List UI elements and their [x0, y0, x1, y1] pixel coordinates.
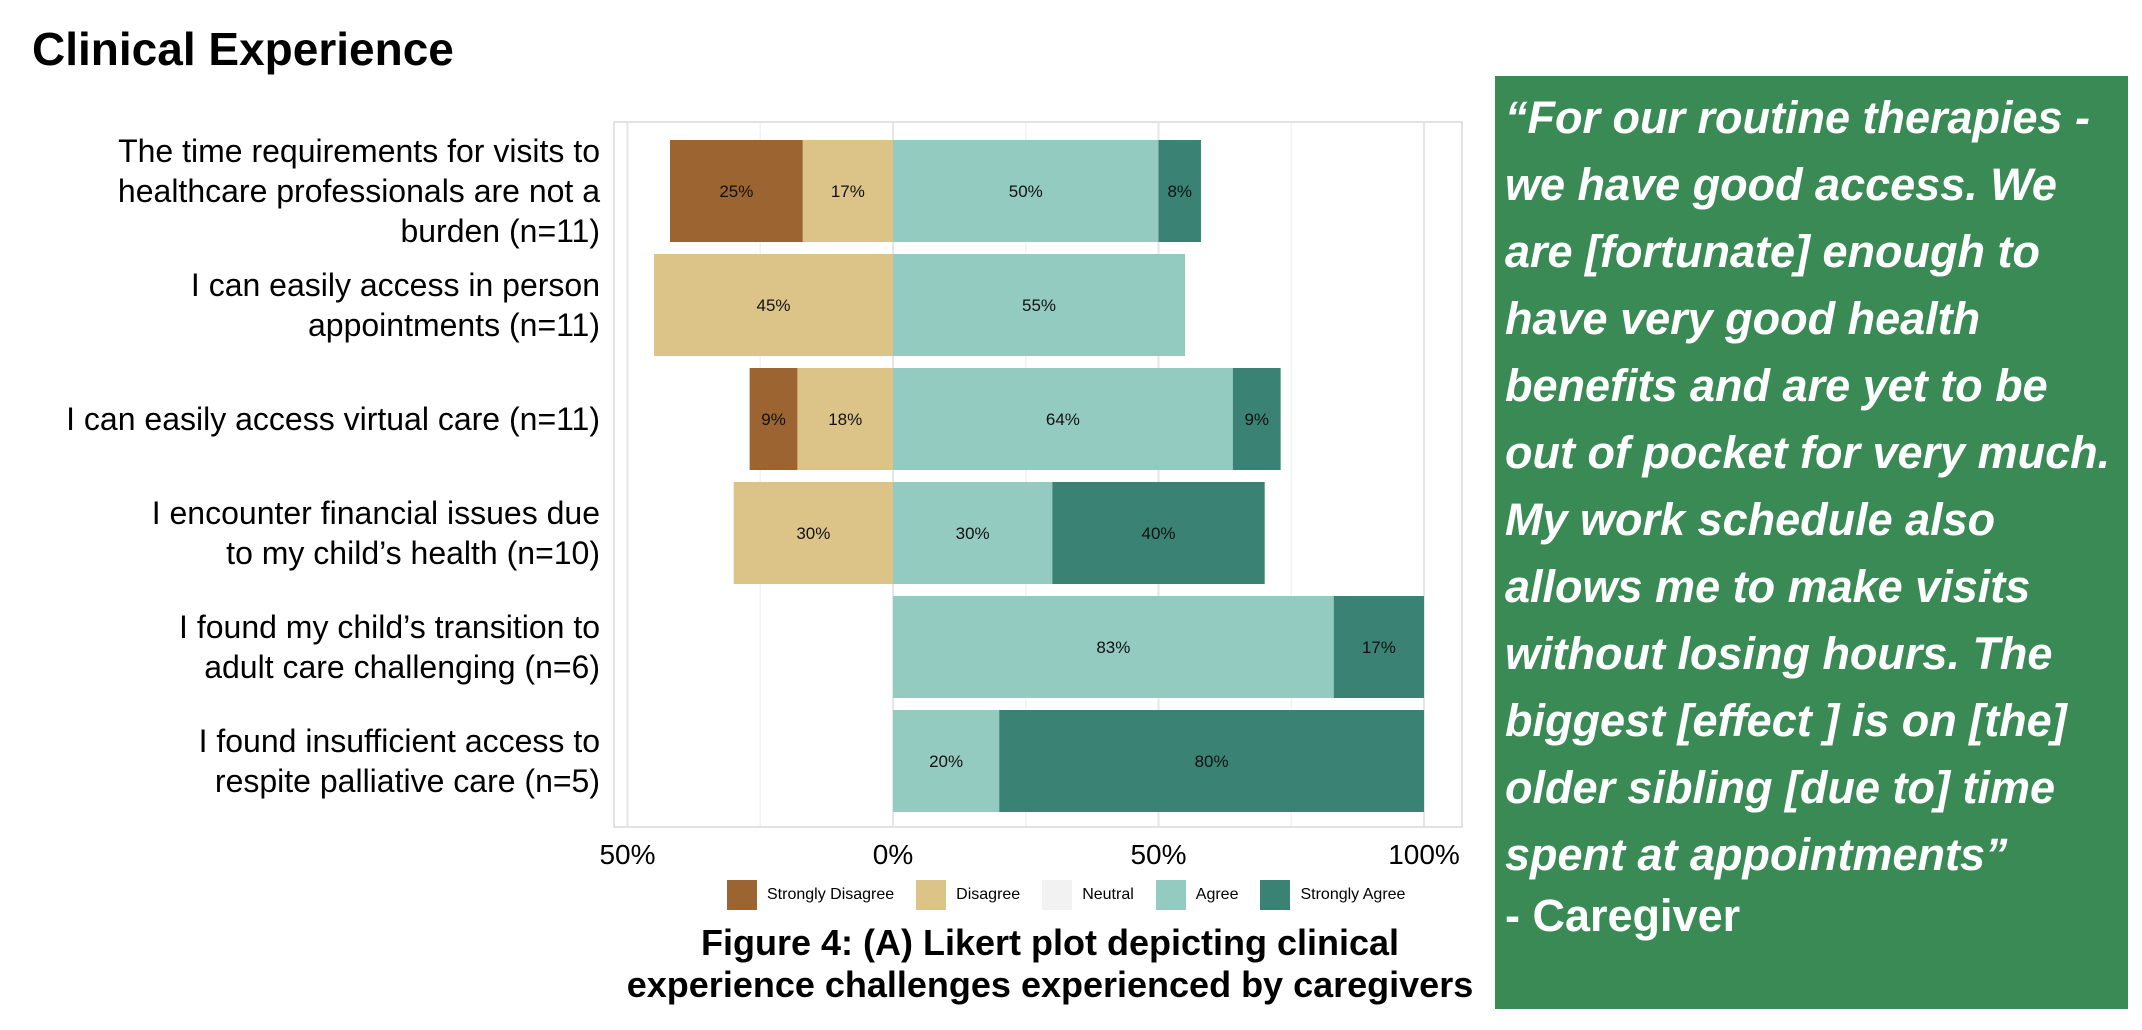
- legend-label: Strongly Agree: [1300, 886, 1406, 903]
- question-label-line: burden (n=11): [400, 213, 600, 249]
- caption-line-2: experience challenges experienced by car…: [626, 964, 1474, 1005]
- legend-swatch: [1260, 880, 1291, 910]
- question-label-line: I can easily access in person: [190, 267, 600, 303]
- bar-value-label: 8%: [1167, 182, 1192, 201]
- quote-text: “For our routine therapies - we have goo…: [1505, 92, 2111, 880]
- bar-value-label: 17%: [831, 182, 865, 201]
- bar-agree: [893, 482, 1053, 584]
- legend-item-neutral: Neutral: [1042, 880, 1134, 910]
- question-label-line: healthcare professionals are not a: [117, 173, 600, 209]
- question-label-line: I found insufficient access to: [198, 723, 600, 759]
- section-title: Clinical Experience: [32, 23, 454, 75]
- bar-strongly-disagree: [749, 368, 798, 470]
- bar-value-label: 17%: [1362, 638, 1396, 657]
- legend-label: Disagree: [956, 886, 1021, 903]
- question-label-line: to my child’s health (n=10): [226, 535, 600, 571]
- legend-item-disagree: Disagree: [916, 880, 1020, 910]
- question-label: I encounter financial issues due to my ch…: [0, 493, 600, 573]
- legend-swatch: [916, 880, 947, 910]
- bar-value-label: 9%: [1244, 410, 1269, 429]
- bar-value-label: 30%: [796, 524, 830, 543]
- bar-strongly-disagree: [669, 140, 803, 242]
- bars: 17% 25% 50% 8% 45% 55% 18% 9% 64% 9% 30% 30% 40% 83% 1…: [654, 140, 1424, 812]
- legend: Strongly Disagree Disagree Neutral Agree Str…: [727, 880, 1427, 910]
- bar-disagree: [733, 482, 893, 584]
- bar-agree: [893, 368, 1233, 470]
- question-label: I found insufficient access to respite pa…: [0, 721, 600, 801]
- bar-strongly-agree: [1052, 482, 1265, 584]
- question-label-line: appointments (n=11): [307, 307, 600, 343]
- x-tick-label: 100%: [1388, 839, 1460, 870]
- bar-value-label: 55%: [1022, 296, 1056, 315]
- bar-value-label: 40%: [1141, 524, 1175, 543]
- legend-item-agree: Agree: [1155, 880, 1239, 910]
- bar-value-label: 30%: [956, 524, 990, 543]
- x-tick-label: 50%: [599, 839, 655, 870]
- bar-disagree: [654, 254, 893, 356]
- question-label-line: respite palliative care (n=5): [214, 763, 600, 799]
- bar-value-label: 83%: [1096, 638, 1130, 657]
- question-label: I can easily access virtual care (n=11): [0, 399, 600, 439]
- bar-value-label: 9%: [761, 410, 786, 429]
- question-label-line: The time requirements for visits to: [118, 133, 600, 169]
- question-label: The time requirements for visits to healt…: [0, 131, 600, 251]
- legend-swatch: [727, 880, 757, 910]
- x-tick-label: 0%: [873, 839, 913, 870]
- caption-line-1: Figure 4: (A) Likert plot depicting clin…: [700, 922, 1400, 963]
- bar-strongly-agree: [999, 710, 1424, 812]
- bar-value-label: 18%: [828, 410, 862, 429]
- question-label-line: I can easily access virtual care (n=11): [66, 401, 600, 437]
- bar-value-label: 25%: [719, 182, 753, 201]
- legend-label: Agree: [1195, 886, 1239, 903]
- quote-attribution: - Caregiver: [1505, 890, 1741, 941]
- bar-value-label: 45%: [757, 296, 791, 315]
- bar-value-label: 80%: [1195, 752, 1229, 771]
- legend-swatch: [1042, 880, 1073, 910]
- question-label: I found my child’s transition to adult ca…: [0, 607, 600, 687]
- bar-agree: [893, 596, 1334, 698]
- legend-swatch: [1155, 880, 1186, 910]
- x-axis-ticks: 50% 0% 50% 100%: [599, 839, 1459, 870]
- bar-strongly-agree: [1333, 596, 1424, 698]
- legend-label: Strongly Disagree: [767, 886, 895, 903]
- question-label: I can easily access in person appointment…: [0, 265, 600, 345]
- question-label-line: I found my child’s transition to: [179, 609, 600, 645]
- x-tick-label: 50%: [1130, 839, 1186, 870]
- quote-panel: “For our routine therapies - we have goo…: [1495, 76, 2128, 1009]
- bar-agree: [893, 254, 1186, 356]
- bar-disagree: [802, 140, 893, 242]
- bar-disagree: [797, 368, 893, 470]
- legend-label: Neutral: [1082, 886, 1134, 903]
- legend-item-strongly-disagree: Strongly Disagree: [727, 880, 894, 910]
- bar-strongly-agree: [1158, 140, 1201, 242]
- bar-agree: [893, 710, 1000, 812]
- bar-value-label: 64%: [1046, 410, 1080, 429]
- figure-caption: Figure 4: (A) Likert plot depicting clin…: [600, 922, 1500, 1006]
- question-label-line: I encounter financial issues due: [151, 495, 600, 531]
- bar-value-label: 20%: [929, 752, 963, 771]
- legend-item-strongly-agree: Strongly Agree: [1260, 880, 1405, 910]
- bar-value-label: 50%: [1009, 182, 1043, 201]
- question-label-line: adult care challenging (n=6): [204, 649, 600, 685]
- bar-agree: [893, 140, 1159, 242]
- bar-strongly-agree: [1232, 368, 1281, 470]
